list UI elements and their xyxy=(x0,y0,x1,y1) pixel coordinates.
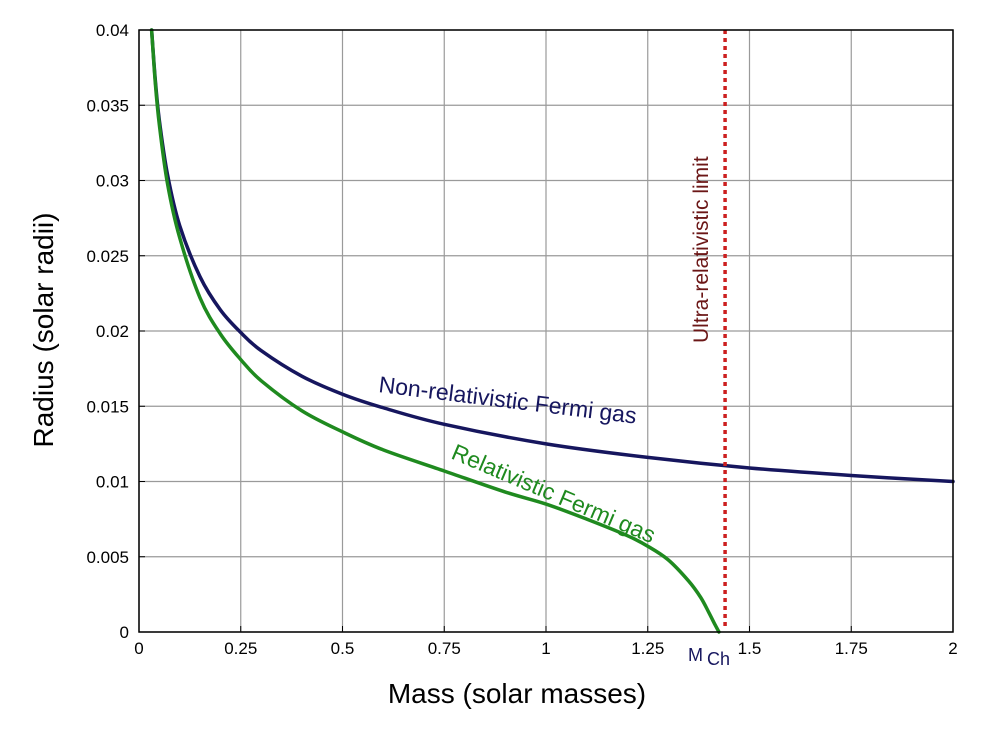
x-tick-label: 1.25 xyxy=(631,639,664,658)
y-tick-label: 0.04 xyxy=(96,21,129,40)
x-tick-label: 1 xyxy=(541,639,550,658)
ultra-relativistic-limit-label: Ultra-relativistic limit xyxy=(690,156,713,343)
x-tick-labels: 0 0.25 0.5 0.75 1 1.25 1.5 1.75 2 xyxy=(134,639,957,658)
series-line-relativistic xyxy=(149,28,721,634)
series-label-non-relativistic: Non-relativistic Fermi gas xyxy=(377,371,638,428)
x-tick-label: 0 xyxy=(134,639,143,658)
y-tick-label: 0.02 xyxy=(96,322,129,341)
series-layer xyxy=(149,28,955,634)
chandrasekhar-mass-subscript: Ch xyxy=(707,649,730,669)
x-tick-label: 0.5 xyxy=(331,639,355,658)
x-tick-label: 1.5 xyxy=(738,639,762,658)
plot-frame xyxy=(138,29,954,633)
chandrasekhar-mass-symbol: M xyxy=(688,645,703,665)
x-tick-label: 0.25 xyxy=(224,639,257,658)
chandrasekhar-mass-label: M Ch xyxy=(688,645,730,669)
y-tick-label: 0.025 xyxy=(86,247,129,266)
y-tick-labels: 0 0.005 0.01 0.015 0.02 0.025 0.03 0.035 0.04 xyxy=(86,21,129,642)
y-tick-label: 0 xyxy=(120,623,129,642)
x-tick-label: 2 xyxy=(948,639,957,658)
y-tick-label: 0.03 xyxy=(96,172,129,191)
y-tick-label: 0.01 xyxy=(96,473,129,492)
x-tick-label: 0.75 xyxy=(428,639,461,658)
grid xyxy=(138,29,954,633)
x-axis-title: Mass (solar masses) xyxy=(388,678,646,709)
y-tick-label: 0.005 xyxy=(86,548,129,567)
x-tick-label: 1.75 xyxy=(835,639,868,658)
y-axis-title: Radius (solar radii) xyxy=(28,213,59,448)
y-tick-label: 0.015 xyxy=(86,397,129,416)
y-tick-label: 0.035 xyxy=(86,96,129,115)
